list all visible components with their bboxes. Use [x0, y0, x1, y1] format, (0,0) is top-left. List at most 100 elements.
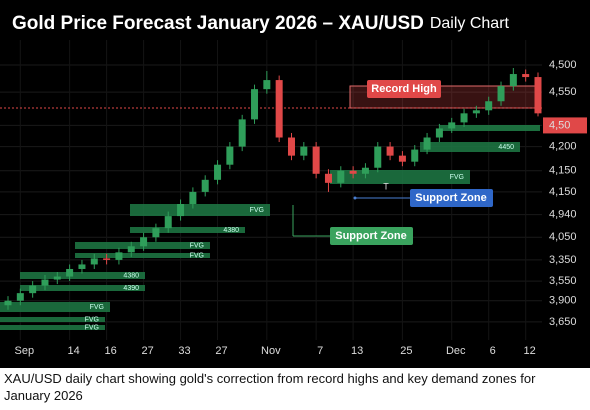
x-tick-label: Nov [261, 345, 281, 357]
candle-body [41, 279, 49, 286]
candle-body [66, 268, 74, 277]
zone-label: FVG [190, 242, 204, 249]
zone-label: 4380 [223, 227, 239, 234]
candle-body [337, 170, 345, 183]
y-tick-label: 3,550 [549, 275, 577, 287]
candle-body [435, 128, 443, 138]
zone-label: FVG [450, 174, 464, 181]
y-tick-label: 4,940 [549, 208, 577, 220]
y-tick-label: 4,150 [549, 165, 577, 177]
zone [75, 253, 210, 258]
zone [420, 142, 520, 152]
candle-body [386, 146, 394, 156]
candle-body [349, 170, 357, 174]
support-lower-box [330, 227, 413, 245]
title: Gold Price Forecast January 2026 – XAU/U… [12, 13, 424, 34]
candle-body [398, 155, 406, 162]
x-tick-label: 14 [68, 345, 80, 357]
zone [20, 285, 145, 291]
y-tick-label: 4,50 [549, 119, 570, 131]
candle-body [522, 74, 530, 78]
x-tick-label: 27 [215, 345, 227, 357]
zone [0, 302, 110, 312]
y-tick-label: 3,350 [549, 254, 577, 266]
subtitle: Daily Chart [430, 15, 510, 32]
x-tick-label: 16 [104, 345, 116, 357]
candle-body [127, 246, 135, 253]
candle-body [53, 276, 61, 280]
candle-body [189, 191, 197, 204]
candle-body [214, 164, 222, 180]
zone-label: 4450 [498, 144, 514, 151]
candle-body [226, 146, 234, 165]
record-high-label: Record High [371, 83, 437, 95]
marker: T [383, 181, 389, 191]
support-upper-label: Support Zone [415, 192, 487, 204]
candle-body [448, 122, 456, 129]
candle-body [115, 252, 123, 260]
x-tick-label: 13 [351, 345, 363, 357]
y-tick-label: 4,200 [549, 140, 577, 152]
zone [130, 227, 245, 233]
candle-body [177, 203, 185, 217]
zone [20, 272, 145, 279]
candle-body [312, 146, 320, 174]
x-tick-label: 33 [178, 345, 190, 357]
x-tick-label: Sep [15, 345, 35, 357]
zone-label: FVG [85, 316, 99, 323]
chart-title: Gold Price Forecast January 2026 – XAU/U… [12, 13, 510, 34]
x-tick-label: 6 [490, 345, 496, 357]
x-tick-label: 12 [524, 345, 536, 357]
y-tick-label: 4,550 [549, 86, 577, 98]
candle-body [152, 228, 160, 238]
pointer-dot [353, 196, 357, 200]
candle-body [485, 101, 493, 111]
zone-label: FVG [190, 252, 204, 259]
candle-body [460, 113, 468, 123]
zone [440, 125, 540, 131]
candle-body [201, 179, 209, 192]
candle-body [534, 77, 542, 114]
zone [0, 325, 105, 330]
support-lower-label: Support Zone [335, 230, 407, 242]
candle-body [497, 86, 505, 102]
candle-body [90, 258, 98, 265]
candle-body [4, 300, 12, 306]
candle-body [238, 119, 246, 147]
candle-body [324, 173, 332, 183]
zone-label: FVG [250, 207, 264, 214]
candle-body [361, 167, 369, 174]
zone-label: 4380 [123, 272, 139, 279]
zone-label: FVG [85, 324, 99, 331]
x-tick-label: 27 [141, 345, 153, 357]
candle-body [164, 216, 172, 229]
y-tick-label: 4,150 [549, 186, 577, 198]
zone [130, 204, 270, 216]
price-tag [543, 117, 587, 134]
y-tick-label: 4,050 [549, 231, 577, 243]
candle-body [103, 258, 111, 260]
y-tick-label: 4,500 [549, 59, 577, 71]
candle-body [411, 149, 419, 162]
candle-body [275, 80, 283, 138]
candle-body [509, 74, 517, 87]
candle-body [263, 80, 271, 90]
record-high-box [367, 80, 441, 98]
chart: Gold Price Forecast January 2026 – XAU/U… [0, 0, 590, 368]
candle-body [16, 293, 24, 301]
candle-body [472, 110, 480, 114]
y-tick-label: 3,900 [549, 295, 577, 307]
zone-label: 4390 [123, 285, 139, 292]
x-tick-label: 25 [400, 345, 412, 357]
candle-body [287, 137, 295, 156]
caption: XAU/USD daily chart showing gold's corre… [4, 371, 536, 403]
candle-body [29, 285, 37, 294]
zone-label: FVG [90, 304, 104, 311]
candle-body [251, 89, 259, 120]
candle-body [78, 264, 86, 269]
candle-body [374, 146, 382, 168]
candle-body [140, 237, 148, 247]
y-tick-label: 3,650 [549, 316, 577, 328]
support-upper-box [410, 189, 493, 207]
x-tick-label: 7 [317, 345, 323, 357]
